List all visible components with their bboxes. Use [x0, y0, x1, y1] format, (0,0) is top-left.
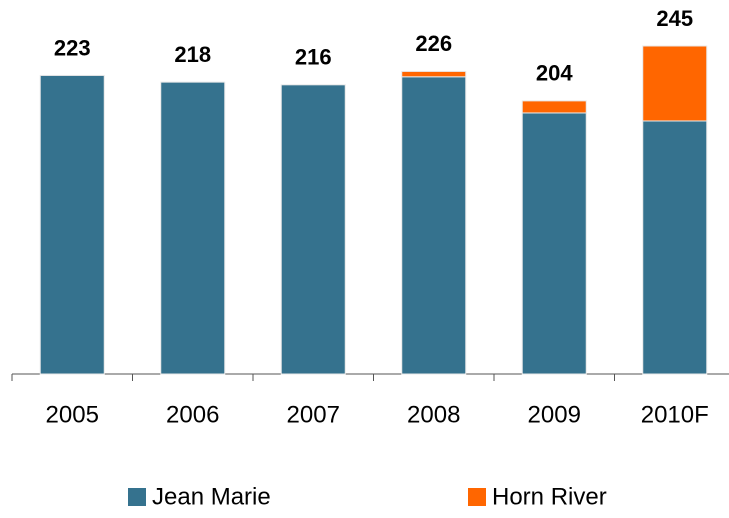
bar-segment — [401, 76, 467, 375]
bar-segment — [521, 100, 587, 114]
bar-segment — [280, 84, 346, 375]
total-label: 216 — [295, 45, 332, 70]
legend-label: Horn River — [492, 483, 607, 510]
legend-swatch — [128, 488, 146, 506]
total-label: 245 — [656, 6, 693, 31]
x-tick-label: 2006 — [166, 401, 219, 428]
legend-label: Jean Marie — [152, 483, 271, 510]
bar-segment — [401, 70, 467, 78]
x-tick-label: 2007 — [287, 401, 340, 428]
legend-swatch — [468, 488, 486, 506]
x-tick-label: 2005 — [46, 401, 99, 428]
x-tick-label: 2009 — [528, 401, 581, 428]
bar-segment — [521, 112, 587, 375]
total-label: 218 — [174, 42, 211, 67]
bar-segment — [39, 74, 105, 375]
bar-segment — [642, 45, 708, 122]
x-tick-label: 2008 — [407, 401, 460, 428]
bar-segment — [642, 120, 708, 375]
total-label: 223 — [54, 35, 91, 60]
x-tick-label: 2010F — [641, 401, 709, 428]
total-label: 226 — [415, 31, 452, 56]
bar-segment — [160, 81, 226, 375]
total-label: 204 — [536, 61, 573, 86]
